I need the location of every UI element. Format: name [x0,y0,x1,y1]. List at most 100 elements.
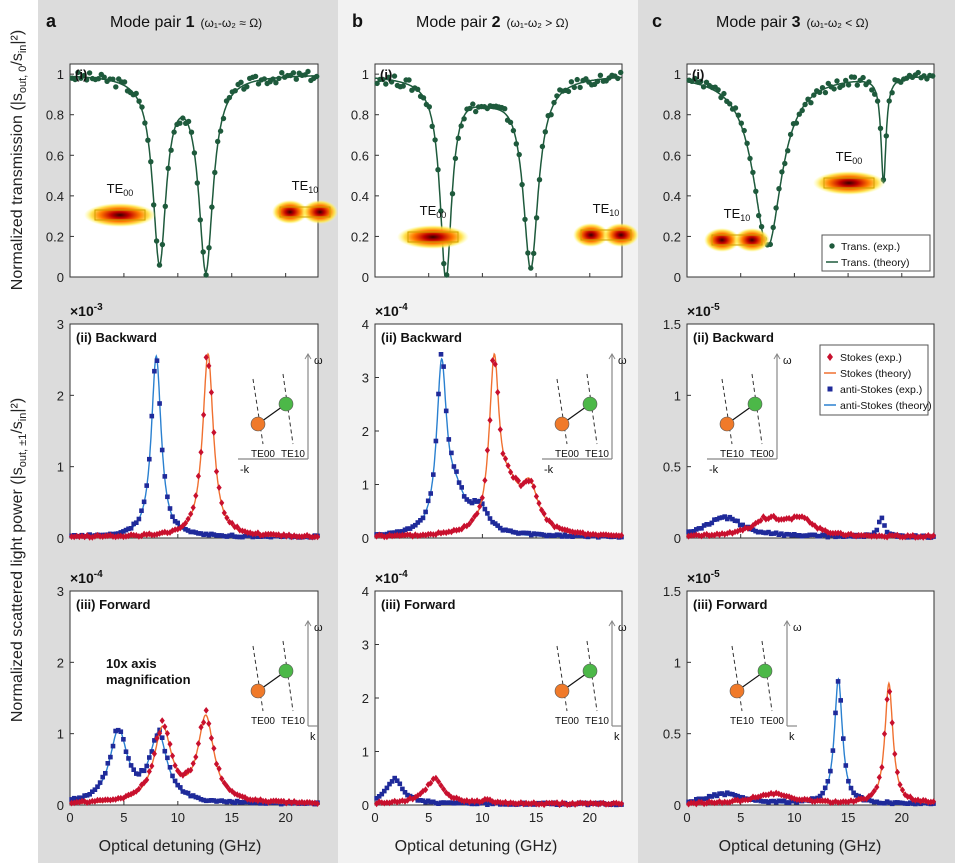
mode-glow [813,171,885,195]
stokes-point [876,532,882,540]
anti-stokes-point [549,533,555,538]
anti-stokes-point [405,526,410,531]
panel-label: (iii) Forward [381,597,455,612]
anti-stokes-point [428,491,433,496]
anti-stokes-point [755,529,761,535]
y-tick-label: 0.8 [46,108,64,123]
column-title: Mode pair 1 (ω₁-ω₂ ≈ Ω) [110,14,262,31]
anti-stokes-point [149,413,155,419]
legend-marker [829,243,835,249]
anti-stokes-point [69,797,74,802]
anti-stokes-point [794,533,800,538]
column-c: c Mode pair 3 (ω₁-ω₂ < Ω) [652,11,869,31]
data-point [270,76,276,82]
y-multiplier: ×10-4 [375,302,408,319]
data-point [811,92,817,98]
column-title: Mode pair 2 (ω₁-ω₂ > Ω) [416,14,569,31]
anti-stokes-point [131,767,136,772]
anti-stokes-point [392,775,397,781]
mode-label-base: TE [292,178,309,193]
stokes-point [786,793,792,800]
y-tick-label: 0 [57,798,64,813]
anti-stokes-point [853,792,859,798]
anti-stokes-point [477,498,482,504]
anti-stokes-point [121,737,126,742]
anti-stokes-point [446,437,452,442]
inset-branch [556,378,568,445]
anti-stokes-point [90,789,95,794]
inset-mode-label: TE00 [760,716,784,727]
mode-label-sub: 00 [123,188,133,198]
anti-stokes-point [696,526,702,531]
y-tick-label: 0.2 [663,229,681,244]
data-point [133,90,139,97]
stokes-point [590,530,596,538]
stokes-point [151,750,157,758]
anti-stokes-point [717,791,722,796]
stokes-point [193,492,199,500]
stokes-point [784,792,790,800]
anti-stokes-point [884,799,890,804]
data-point [86,70,93,76]
y-tick-label: 0.2 [351,229,369,244]
y-tick-label: 1 [57,727,64,742]
x-tick-label: 15 [225,810,239,825]
anti-stokes-point [820,532,825,538]
stokes-point [539,506,545,514]
anti-stokes-point [835,534,841,539]
stokes-point [618,532,625,539]
data-point [217,128,224,134]
anti-stokes-point [735,518,740,524]
stokes-point [918,798,924,805]
stokes-point [219,499,225,507]
anti-stokes-point [141,499,147,505]
stokes-point [549,520,555,527]
stokes-point [497,426,503,433]
inset-arrow [304,353,312,360]
stokes-point [513,474,519,482]
anti-stokes-point [175,782,180,788]
anti-stokes-point [725,516,730,522]
x-tick-label: 0 [371,810,378,825]
anti-stokes-point [779,531,784,536]
data-point [95,76,102,82]
stokes-point [590,800,596,807]
annotation-text: 10x axis [106,656,157,671]
data-point [191,150,198,156]
anti-stokes-point [400,529,405,534]
anti-stokes-point [490,519,495,525]
stokes-point [595,800,601,808]
x-tick-label: 0 [683,810,690,825]
anti-stokes-point [807,532,812,538]
anti-stokes-point [758,798,764,804]
anti-stokes-point [162,748,168,754]
y-tick-label: 0 [362,798,369,813]
anti-stokes-point [115,727,121,733]
stokes-point [94,531,101,539]
stokes-point [531,799,537,806]
stokes-point [456,795,462,803]
stokes-point [809,520,815,528]
stokes-point [208,389,214,396]
y-tick-label: 0 [674,798,681,813]
anti-stokes-point [71,795,77,801]
data-point [753,188,759,194]
anti-stokes-point [128,763,134,768]
data-point [470,101,476,107]
anti-stokes-point [433,800,439,806]
anti-stokes-point [206,532,212,538]
mode-frame [823,177,875,189]
y-tick-label: 0.8 [351,108,369,123]
anti-stokes-point [234,798,240,804]
anti-stokes-point [134,520,139,525]
anti-stokes-point [900,800,905,806]
y-multiplier: ×10-4 [375,569,408,586]
anti-stokes-point [500,528,506,533]
data-point [206,245,212,251]
stokes-point [456,526,462,534]
stokes-point [185,515,191,523]
stokes-point [907,533,913,540]
anti-stokes-point [211,798,217,803]
anti-stokes-point [229,532,235,538]
inset-arrow [773,353,781,360]
